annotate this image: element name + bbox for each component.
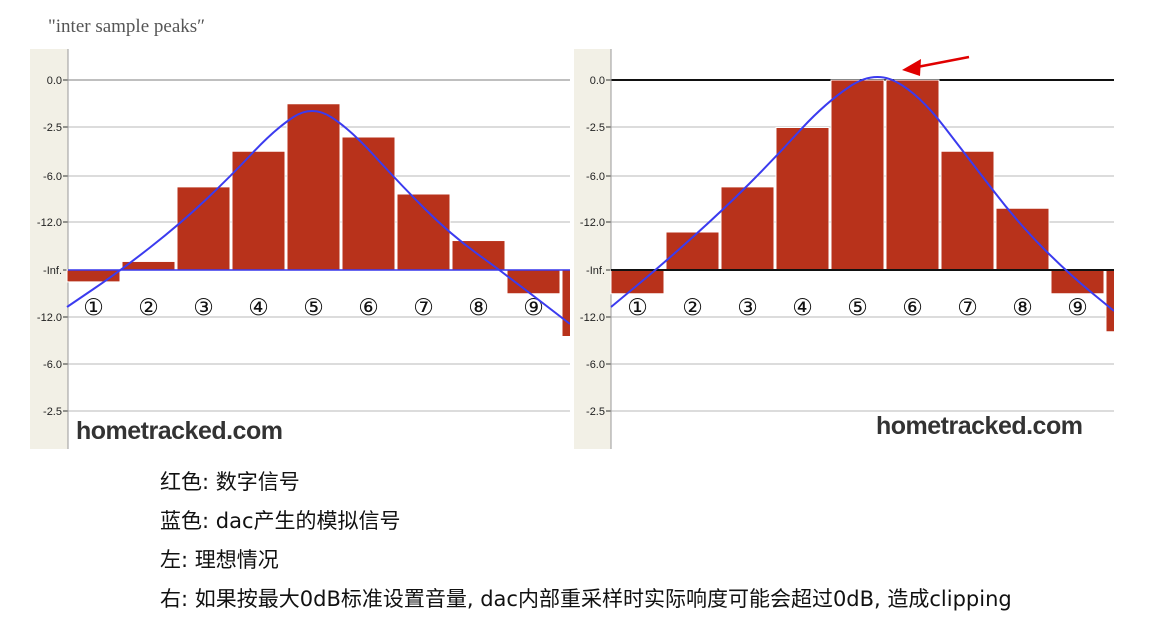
- sample-label: ⑧: [1012, 295, 1033, 321]
- sample-bar: [885, 79, 940, 271]
- y-tick-label: -Inf.: [43, 265, 62, 277]
- watermark-right: hometracked.com: [876, 412, 1083, 440]
- sample-bar: [561, 269, 570, 337]
- sample-label: ④: [248, 295, 269, 321]
- sample-bar: [720, 186, 775, 271]
- sample-label: ②: [682, 295, 703, 321]
- sample-label: ①: [83, 295, 104, 321]
- y-tick-label: -6.0: [43, 171, 62, 183]
- sample-bar: [940, 150, 995, 271]
- sample-bar: [995, 207, 1050, 271]
- note-right: 右: 如果按最大0dB标准设置音量, dac内部重采样时实际响度可能会超过0dB…: [160, 587, 1012, 611]
- sample-label: ③: [193, 295, 214, 321]
- sample-bar: [231, 150, 286, 271]
- heading: "inter sample peaks″: [48, 16, 206, 37]
- sample-label: ⑥: [358, 295, 379, 321]
- sample-label: ⑥: [902, 295, 923, 321]
- note-blue: 蓝色: dac产生的模拟信号: [160, 509, 401, 533]
- sample-bar: [830, 79, 885, 271]
- chart-clipping-svg: 0.0 -2.5 -6.0 -12.0 -Inf. -12.0 -6.0 -2.5 ① ② ③ ④ ⑤ ⑥…: [580, 49, 1114, 449]
- chart-ideal-svg: 0.0 -2.5 -6.0 -12.0 -Inf. -12.0 -6.0 -2.5 ① ② ③ ④ ⑤ ⑥…: [37, 49, 570, 449]
- chart-ideal-panel: 0.0 -2.5 -6.0 -12.0 -Inf. -12.0 -6.0 -2.5 ① ② ③ ④ ⑤ ⑥…: [30, 49, 570, 449]
- y-tick-label: -6.0: [43, 359, 62, 371]
- sample-bar: [610, 269, 665, 295]
- overshoot-arrow-shaft: [911, 55, 970, 70]
- y-tick-label: -12.0: [580, 217, 605, 229]
- sample-label: ⑨: [523, 295, 544, 321]
- y-tick-label: -6.0: [586, 359, 605, 371]
- sample-label: ⑦: [413, 295, 434, 321]
- overshoot-arrow-head: [902, 59, 921, 76]
- sample-bar: [775, 127, 830, 271]
- sample-bar: [286, 103, 341, 271]
- y-tick-label: -12.0: [580, 312, 605, 324]
- sample-bar: [1105, 269, 1114, 333]
- sample-label: ⑨: [1067, 295, 1088, 321]
- sample-label: ⑤: [303, 295, 324, 321]
- y-tick-label: 0.0: [590, 75, 605, 87]
- analog-curve: [66, 110, 570, 325]
- sample-bar: [396, 193, 451, 271]
- y-tick-label: -2.5: [43, 122, 62, 134]
- sample-label: ①: [627, 295, 648, 321]
- sample-bar: [341, 136, 396, 271]
- note-left: 左: 理想情况: [160, 548, 279, 572]
- watermark-left: hometracked.com: [76, 417, 283, 445]
- sample-bar: [176, 186, 231, 271]
- sample-label: ⑦: [957, 295, 978, 321]
- analog-curve: [610, 76, 1114, 312]
- y-tick-label: -2.5: [586, 406, 605, 418]
- sample-label: ②: [138, 295, 159, 321]
- y-tick-label: -Inf.: [586, 265, 605, 277]
- note-red: 红色: 数字信号: [160, 470, 300, 494]
- sample-label: ⑧: [468, 295, 489, 321]
- y-tick-label: 0.0: [47, 75, 62, 87]
- y-tick-label: -2.5: [586, 122, 605, 134]
- y-tick-label: -12.0: [37, 312, 62, 324]
- y-tick-label: -2.5: [43, 406, 62, 418]
- chart-clipping-panel: 0.0 -2.5 -6.0 -12.0 -Inf. -12.0 -6.0 -2.5 ① ② ③ ④ ⑤ ⑥…: [574, 49, 1114, 449]
- y-tick-label: -12.0: [37, 217, 62, 229]
- sample-label: ④: [792, 295, 813, 321]
- y-tick-label: -6.0: [586, 171, 605, 183]
- notes: 红色: 数字信号 蓝色: dac产生的模拟信号 左: 理想情况 右: 如果按最大…: [160, 466, 1012, 622]
- sample-label: ③: [737, 295, 758, 321]
- sample-label: ⑤: [847, 295, 868, 321]
